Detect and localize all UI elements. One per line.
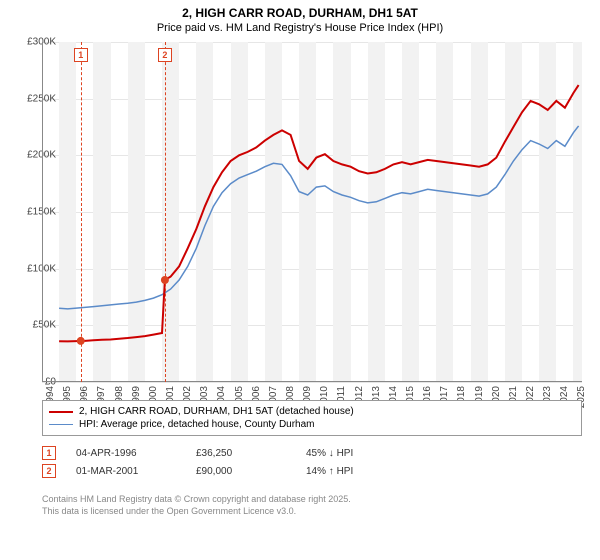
chart-container: 2, HIGH CARR ROAD, DURHAM, DH1 5AT Price… (0, 0, 600, 560)
legend: 2, HIGH CARR ROAD, DURHAM, DH1 5AT (deta… (42, 400, 582, 436)
sale-marker-box: 1 (74, 48, 88, 62)
legend-swatch-price (49, 411, 73, 413)
sales-date-1: 04-APR-1996 (76, 448, 176, 459)
line-chart-svg (42, 42, 582, 382)
gridline-h (42, 382, 582, 383)
sales-row-2: 2 01-MAR-2001 £90,000 14% ↑ HPI (42, 464, 396, 478)
sales-hpi-1: 45% ↓ HPI (306, 448, 396, 459)
sales-price-2: £90,000 (196, 466, 286, 477)
sale-marker-box: 2 (158, 48, 172, 62)
chart-title-address: 2, HIGH CARR ROAD, DURHAM, DH1 5AT (0, 6, 600, 20)
legend-label-price: 2, HIGH CARR ROAD, DURHAM, DH1 5AT (deta… (79, 406, 354, 417)
attribution-line1: Contains HM Land Registry data © Crown c… (42, 494, 351, 506)
legend-swatch-hpi (49, 424, 73, 426)
sale-vline (165, 42, 166, 382)
sales-row-1: 1 04-APR-1996 £36,250 45% ↓ HPI (42, 446, 396, 460)
legend-label-hpi: HPI: Average price, detached house, Coun… (79, 419, 315, 430)
sales-hpi-2: 14% ↑ HPI (306, 466, 396, 477)
legend-item-price: 2, HIGH CARR ROAD, DURHAM, DH1 5AT (deta… (49, 405, 575, 418)
hpi-line (59, 126, 579, 309)
sales-marker-2: 2 (42, 464, 56, 478)
price-paid-line (59, 85, 579, 341)
sale-vline (81, 42, 82, 382)
title-block: 2, HIGH CARR ROAD, DURHAM, DH1 5AT Price… (0, 0, 600, 36)
sales-table: 1 04-APR-1996 £36,250 45% ↓ HPI 2 01-MAR… (42, 442, 396, 482)
legend-item-hpi: HPI: Average price, detached house, Coun… (49, 418, 575, 431)
attribution-line2: This data is licensed under the Open Gov… (42, 506, 351, 518)
chart-subtitle: Price paid vs. HM Land Registry's House … (0, 22, 600, 34)
attribution: Contains HM Land Registry data © Crown c… (42, 494, 351, 517)
sales-price-1: £36,250 (196, 448, 286, 459)
sales-date-2: 01-MAR-2001 (76, 466, 176, 477)
sales-marker-1: 1 (42, 446, 56, 460)
